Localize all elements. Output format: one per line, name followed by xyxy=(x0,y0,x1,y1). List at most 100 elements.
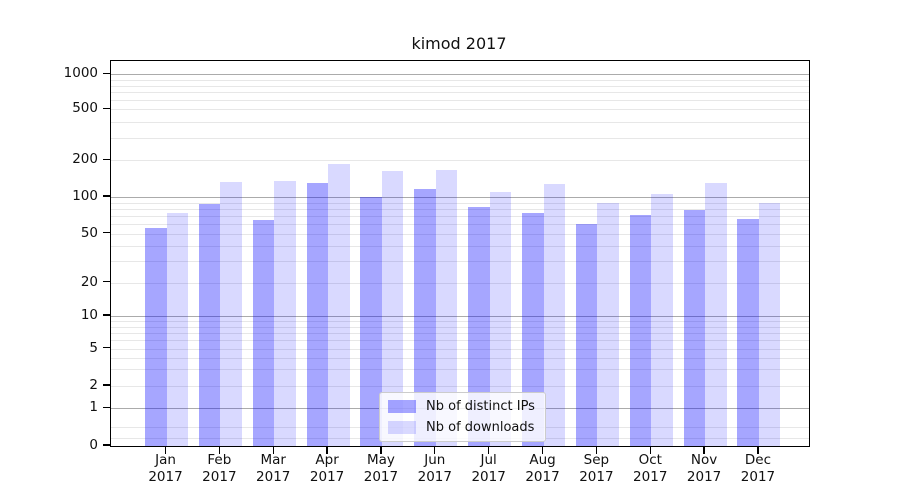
bars-layer xyxy=(111,61,809,446)
gridline-minor xyxy=(111,348,809,350)
y-tick-label: 100 xyxy=(72,188,98,204)
x-tick-label: Nov 2017 xyxy=(672,452,736,486)
y-tick-mark xyxy=(103,314,110,316)
gridline-minor xyxy=(111,160,809,162)
x-tick-year: 2017 xyxy=(417,469,452,485)
x-tick-year: 2017 xyxy=(148,469,183,485)
bar-distinct-ips xyxy=(414,188,436,446)
x-tick-month: Aug xyxy=(529,452,556,468)
bar-downloads xyxy=(489,191,512,446)
y-tick-mark xyxy=(103,195,110,197)
x-tick-year: 2017 xyxy=(686,469,722,485)
y-tick-label: 1 xyxy=(89,399,98,416)
gridline-minor xyxy=(111,245,809,247)
bar-downloads xyxy=(328,163,350,446)
y-tick-mark xyxy=(103,281,110,283)
bar-downloads xyxy=(166,212,188,446)
gridline-minor xyxy=(111,369,809,371)
x-tick-mark xyxy=(703,446,705,454)
x-tick-month: Nov xyxy=(690,452,718,468)
bar-distinct-ips xyxy=(252,219,275,446)
x-tick-year: 2017 xyxy=(202,469,237,485)
gridline-major xyxy=(111,316,809,317)
x-tick-year: 2017 xyxy=(471,469,506,485)
y-tick-mark xyxy=(103,72,110,74)
x-tick-mark xyxy=(164,446,167,454)
y-tick-mark xyxy=(103,158,110,160)
x-tick-year: 2017 xyxy=(740,469,776,485)
y-tick-mark xyxy=(103,107,110,109)
bar-distinct-ips xyxy=(575,224,598,446)
x-tick-month: Oct xyxy=(638,452,662,468)
x-tick-year: 2017 xyxy=(633,469,668,485)
x-tick-label: Mar 2017 xyxy=(241,452,305,486)
bar-downloads xyxy=(381,171,404,446)
y-tick-mark xyxy=(103,406,110,408)
gridline-minor xyxy=(111,215,809,217)
bar-downloads xyxy=(435,169,458,446)
x-tick-label: Jan 2017 xyxy=(134,452,198,486)
x-tick-label: Aug 2017 xyxy=(511,452,575,486)
gridline-major xyxy=(111,197,809,198)
gridline-minor xyxy=(111,100,809,102)
gridline-minor xyxy=(111,386,809,387)
x-tick-mark xyxy=(380,446,382,454)
x-tick-mark xyxy=(595,446,598,454)
y-tick-mark xyxy=(103,444,110,446)
bar-distinct-ips xyxy=(145,227,167,446)
x-tick-year: 2017 xyxy=(309,469,345,485)
gridline-minor xyxy=(111,326,809,328)
y-tick-label: 5 xyxy=(89,339,98,356)
y-tick-mark xyxy=(103,232,110,234)
bar-downloads xyxy=(543,183,566,446)
legend-item-distinct-ips: Nb of distinct IPs xyxy=(388,399,535,414)
x-tick-month: Jan xyxy=(155,452,176,468)
x-tick-label: Jun 2017 xyxy=(403,452,467,486)
x-tick-mark xyxy=(434,446,436,454)
gridline-minor xyxy=(111,340,809,342)
bar-distinct-ips xyxy=(306,183,329,446)
bar-downloads xyxy=(274,181,296,446)
y-tick-mark xyxy=(103,347,110,349)
x-tick-label: Jul 2017 xyxy=(457,452,521,486)
gridline-minor xyxy=(111,109,809,111)
plot-area: Nb of distinct IPs Nb of downloads xyxy=(110,60,810,447)
x-tick-month: May xyxy=(366,452,395,468)
gridline-minor xyxy=(111,85,809,87)
legend-label-distinct-ips: Nb of distinct IPs xyxy=(426,399,535,414)
x-tick-mark xyxy=(649,446,651,454)
gridline-minor xyxy=(111,208,809,210)
y-tick-mark xyxy=(103,384,110,386)
gridline-minor xyxy=(111,137,809,139)
y-tick-label: 50 xyxy=(80,224,98,241)
y-tick-label: 10 xyxy=(80,307,98,323)
x-tick-month: Jun xyxy=(424,452,446,468)
gridline-minor xyxy=(111,357,809,359)
bar-distinct-ips xyxy=(360,197,382,446)
legend: Nb of distinct IPs Nb of downloads xyxy=(379,392,546,442)
x-tick-month: Apr xyxy=(315,452,339,468)
gridline-minor xyxy=(111,261,809,263)
gridline-minor xyxy=(111,320,809,322)
x-tick-mark xyxy=(272,446,274,454)
x-tick-label: May 2017 xyxy=(349,452,413,486)
legend-item-downloads: Nb of downloads xyxy=(388,420,535,435)
bar-distinct-ips xyxy=(522,212,544,446)
x-tick-year: 2017 xyxy=(363,469,399,485)
x-tick-month: Sep xyxy=(583,452,610,468)
x-tick-label: Dec 2017 xyxy=(726,452,790,486)
grid-layer xyxy=(111,61,809,446)
x-tick-label: Apr 2017 xyxy=(295,452,359,486)
y-tick-label: 2 xyxy=(89,377,98,393)
x-tick-mark xyxy=(541,446,544,454)
legend-swatch-downloads xyxy=(388,421,416,434)
gridline-minor xyxy=(111,332,809,334)
y-tick-label: 1000 xyxy=(63,65,98,82)
x-tick-mark xyxy=(757,446,759,454)
y-tick-label: 20 xyxy=(80,273,98,290)
x-tick-month: Feb xyxy=(207,452,232,468)
bar-distinct-ips xyxy=(737,219,759,446)
x-tick-label: Oct 2017 xyxy=(618,452,682,486)
x-tick-month: Dec xyxy=(744,452,772,468)
x-tick-label: Sep 2017 xyxy=(564,452,628,486)
